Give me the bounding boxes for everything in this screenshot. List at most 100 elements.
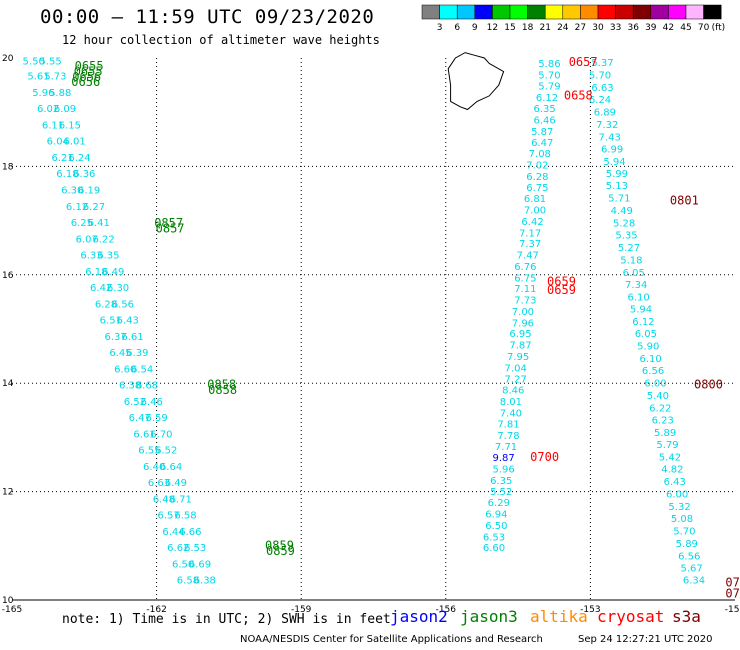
pass-time-label: 0857	[154, 216, 183, 230]
wave-height-value: 5.40	[647, 391, 669, 402]
pass-time-label: 0859	[266, 544, 295, 558]
pass-time-label: 0859	[265, 539, 294, 553]
wave-height-value: 6.35	[97, 251, 119, 262]
wave-height-value: 5.71	[608, 194, 630, 205]
wave-height-value: 5.13	[606, 181, 628, 192]
units-note: note: 1) Time is in UTC; 2) SWH is in fe…	[62, 612, 391, 627]
wave-height-value: 6.00	[666, 490, 688, 501]
wave-height-value: 5.70	[589, 71, 611, 82]
y-tick-label: 18	[2, 162, 14, 172]
wave-height-value: 5.70	[673, 526, 695, 537]
wave-height-value: 5.67	[680, 563, 702, 574]
x-tick-label: -150	[725, 605, 740, 615]
wave-height-value: 6.75	[514, 273, 536, 284]
wave-height-value: 6.24	[589, 95, 611, 106]
wave-height-value: 6.47	[129, 413, 151, 424]
credit-text: NOAA/NESDIS Center for Satellite Applica…	[240, 634, 543, 645]
wave-height-value: 7.17	[519, 228, 541, 239]
wave-height-value: 6.35	[533, 104, 555, 115]
wave-height-value: 6.64	[160, 462, 182, 473]
wave-height-value: 6.10	[627, 292, 649, 303]
wave-height-value: 6.18	[56, 169, 78, 180]
wave-height-value: 6.21	[51, 153, 73, 164]
wave-height-value: 6.44	[162, 527, 184, 538]
wave-height-value: 7.43	[599, 132, 621, 143]
wave-height-value: 6.81	[524, 194, 546, 205]
wave-height-value: 5.37	[591, 58, 613, 69]
wave-height-value: 5.96	[493, 465, 515, 476]
satellite-legend-s3a: s3a	[672, 607, 701, 626]
wave-height-value: 7.08	[529, 149, 551, 160]
wave-height-value: 6.22	[649, 403, 671, 414]
colorbar-tick-label: 27	[575, 23, 586, 33]
wave-height-value: 5.88	[49, 88, 71, 99]
wave-height-value: 6.46	[141, 397, 163, 408]
pass-time-label: 0655	[75, 59, 104, 73]
pass-time-label: 0858	[207, 378, 236, 392]
wave-height-value: 5.32	[668, 502, 690, 513]
wave-height-value: 5.27	[618, 243, 640, 254]
wave-height-value: 6.70	[150, 429, 172, 440]
wave-height-value: 6.05	[635, 329, 657, 340]
wave-height-value: 7.40	[500, 408, 522, 419]
wave-height-value: 6.04	[47, 137, 69, 148]
wave-height-value: 6.12	[632, 317, 654, 328]
wave-height-value: 7.37	[519, 239, 541, 250]
colorbar-tick-label: 3	[437, 23, 443, 33]
wave-height-value: 6.68	[136, 381, 158, 392]
wave-height-value: 6.01	[64, 137, 86, 148]
wave-height-value: 7.00	[524, 206, 546, 217]
wave-height-value: 7.34	[625, 280, 647, 291]
wave-height-value: 5.55	[39, 57, 61, 68]
wave-height-value: 6.18	[85, 267, 107, 278]
wave-height-value: 6.46	[533, 116, 555, 127]
satellite-legend-altika: altika	[530, 607, 588, 626]
wave-height-value: 6.41	[88, 218, 110, 229]
wave-height-value: 7.95	[507, 352, 529, 363]
wave-height-value: 6.59	[145, 413, 167, 424]
wave-height-value: 7.78	[497, 431, 519, 442]
wave-height-value: 6.29	[488, 498, 510, 509]
colorbar-tick-label: 33	[610, 23, 621, 33]
wave-height-value: 6.48	[153, 494, 175, 505]
wave-height-value: 6.42	[521, 217, 543, 228]
colorbar-tick-label: 21	[539, 23, 550, 33]
wave-height-value: 5.99	[606, 169, 628, 180]
wave-height-value: 6.02	[37, 104, 59, 115]
wave-height-value: 6.28	[95, 299, 117, 310]
wave-height-value: 5.73	[44, 72, 66, 83]
wave-height-value: 5.28	[613, 219, 635, 230]
wave-height-value: 6.36	[73, 169, 95, 180]
wave-height-value: 6.43	[664, 477, 686, 488]
wave-height-value: 6.52	[155, 446, 177, 457]
colorbar-tick-label: 6	[454, 23, 460, 33]
wave-height-value: 8.46	[502, 385, 524, 396]
wave-height-value: 6.76	[514, 262, 536, 273]
wave-height-value: 6.22	[92, 234, 114, 245]
wave-height-value: 6.99	[601, 144, 623, 155]
pass-time-label: 0656	[72, 70, 101, 84]
wave-height-value: 6.63	[591, 83, 613, 94]
wave-height-value: 6.62	[167, 543, 189, 554]
wave-height-value: 6.58	[177, 576, 199, 587]
wave-height-value: 5.96	[32, 88, 54, 99]
wave-height-value: 6.95	[509, 329, 531, 340]
color-legend: 3 6 9 12 15 18 21 24 27 30 33 36 39 42 45 70 (ft)	[421, 4, 725, 33]
x-tick-label: -159	[291, 605, 312, 615]
wave-height-value: 6.66	[179, 527, 201, 538]
wave-height-value: 5.52	[490, 487, 512, 498]
wave-height-value: 5.79	[656, 440, 678, 451]
colorbar-tick-label: 30	[592, 23, 604, 33]
wave-height-value: 6.43	[117, 316, 139, 327]
wave-height-value: 6.30	[107, 283, 129, 294]
wave-height-value: 6.58	[174, 511, 196, 522]
wave-height-value: 6.30	[61, 186, 83, 197]
pass-time-label: 0655	[74, 64, 103, 78]
pass-time-label: 0801	[670, 193, 699, 207]
wave-height-value: 7.47	[517, 251, 539, 262]
wave-height-value: 6.69	[189, 559, 211, 570]
wave-height-value: 5.35	[615, 230, 637, 241]
satellite-legend-jason2: jason2	[390, 607, 448, 626]
y-tick-label: 10	[2, 596, 14, 606]
